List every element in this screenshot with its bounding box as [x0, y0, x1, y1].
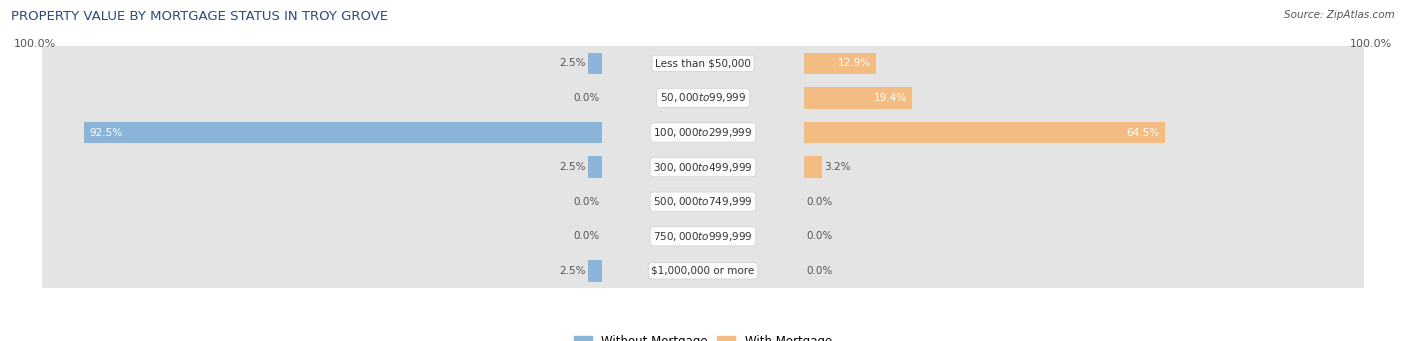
Text: Less than $50,000: Less than $50,000	[655, 58, 751, 68]
Bar	[804, 87, 912, 109]
Bar	[588, 157, 602, 178]
Text: 0.0%: 0.0%	[574, 231, 599, 241]
Bar	[42, 46, 1364, 80]
Bar	[42, 254, 1364, 288]
Text: $50,000 to $99,999: $50,000 to $99,999	[659, 91, 747, 104]
Text: 2.5%: 2.5%	[558, 162, 585, 172]
Legend: Without Mortgage, With Mortgage: Without Mortgage, With Mortgage	[569, 330, 837, 341]
Bar	[42, 150, 1364, 184]
Text: $750,000 to $999,999: $750,000 to $999,999	[654, 230, 752, 243]
Text: 0.0%: 0.0%	[807, 266, 832, 276]
Text: $1,000,000 or more: $1,000,000 or more	[651, 266, 755, 276]
Text: 100.0%: 100.0%	[1350, 39, 1392, 49]
Text: 12.9%: 12.9%	[838, 58, 870, 68]
Bar	[84, 122, 602, 143]
Text: 0.0%: 0.0%	[807, 231, 832, 241]
Text: $500,000 to $749,999: $500,000 to $749,999	[654, 195, 752, 208]
Text: 0.0%: 0.0%	[807, 197, 832, 207]
Text: 92.5%: 92.5%	[90, 128, 122, 137]
Bar	[804, 53, 876, 74]
Bar	[804, 122, 1166, 143]
Text: 3.2%: 3.2%	[824, 162, 851, 172]
Bar	[42, 115, 1364, 150]
Text: 0.0%: 0.0%	[574, 197, 599, 207]
Bar	[42, 184, 1364, 219]
Text: Source: ZipAtlas.com: Source: ZipAtlas.com	[1284, 10, 1395, 20]
Text: 0.0%: 0.0%	[574, 93, 599, 103]
Text: $100,000 to $299,999: $100,000 to $299,999	[654, 126, 752, 139]
Bar	[804, 157, 821, 178]
Bar	[588, 260, 602, 282]
Bar	[588, 53, 602, 74]
Text: 2.5%: 2.5%	[558, 266, 585, 276]
Text: 2.5%: 2.5%	[558, 58, 585, 68]
Bar	[42, 219, 1364, 254]
Text: PROPERTY VALUE BY MORTGAGE STATUS IN TROY GROVE: PROPERTY VALUE BY MORTGAGE STATUS IN TRO…	[11, 10, 388, 23]
Text: 19.4%: 19.4%	[873, 93, 907, 103]
Text: $300,000 to $499,999: $300,000 to $499,999	[654, 161, 752, 174]
Bar	[42, 80, 1364, 115]
Text: 100.0%: 100.0%	[14, 39, 56, 49]
Text: 64.5%: 64.5%	[1126, 128, 1160, 137]
